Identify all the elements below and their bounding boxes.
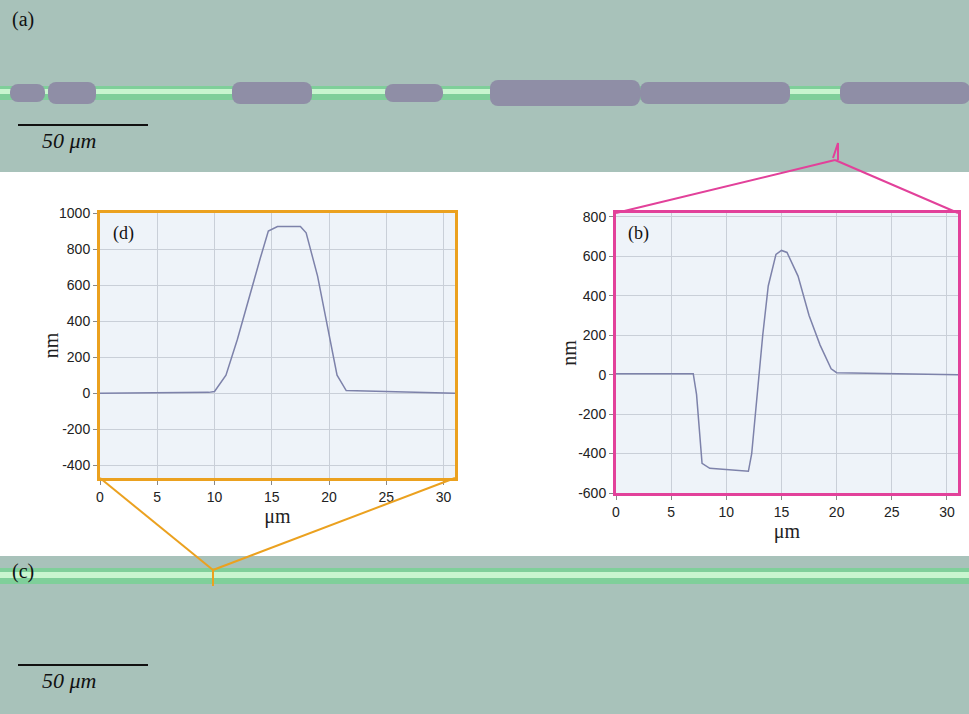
svg-text:(d): (d): [113, 223, 134, 244]
svg-text:0: 0: [598, 367, 606, 383]
svg-text:30: 30: [436, 489, 452, 505]
svg-text:(b): (b): [628, 223, 649, 244]
svg-text:5: 5: [667, 504, 675, 520]
svg-text:1000: 1000: [59, 205, 90, 221]
svg-text:0: 0: [612, 504, 620, 520]
svg-text:600: 600: [67, 277, 91, 293]
svg-text:15: 15: [264, 489, 280, 505]
svg-text:15: 15: [774, 504, 790, 520]
svg-text:nm: nm: [40, 332, 62, 358]
svg-text:10: 10: [719, 504, 735, 520]
svg-text:25: 25: [379, 489, 395, 505]
svg-text:-600: -600: [578, 485, 606, 501]
html-text:50 μm: 50 μm: [42, 668, 97, 693]
svg-text:400: 400: [67, 313, 91, 329]
svg-text:20: 20: [321, 489, 337, 505]
svg-text:μm: μm: [774, 520, 801, 543]
html-text:50 μm: 50 μm: [42, 128, 97, 153]
svg-text:30: 30: [939, 504, 955, 520]
svg-text:25: 25: [884, 504, 900, 520]
html-text:(c): (c): [12, 560, 35, 582]
svg-text:0: 0: [82, 385, 90, 401]
svg-text:400: 400: [583, 288, 607, 304]
svg-text:nm: nm: [558, 340, 580, 366]
svg-text:200: 200: [583, 327, 607, 343]
svg-text:μm: μm: [264, 505, 291, 528]
svg-text:20: 20: [829, 504, 845, 520]
svg-text:200: 200: [67, 349, 91, 365]
svg-text:10: 10: [207, 489, 223, 505]
svg-text:-400: -400: [578, 445, 606, 461]
svg-text:800: 800: [67, 241, 91, 257]
svg-text:-200: -200: [578, 406, 606, 422]
svg-text:800: 800: [583, 209, 607, 225]
svg-text:600: 600: [583, 248, 607, 264]
svg-text:5: 5: [153, 489, 161, 505]
html-text:(a): (a): [12, 8, 35, 30]
svg-text:-200: -200: [62, 421, 90, 437]
svg-text:0: 0: [96, 489, 104, 505]
svg-text:-400: -400: [62, 457, 90, 473]
